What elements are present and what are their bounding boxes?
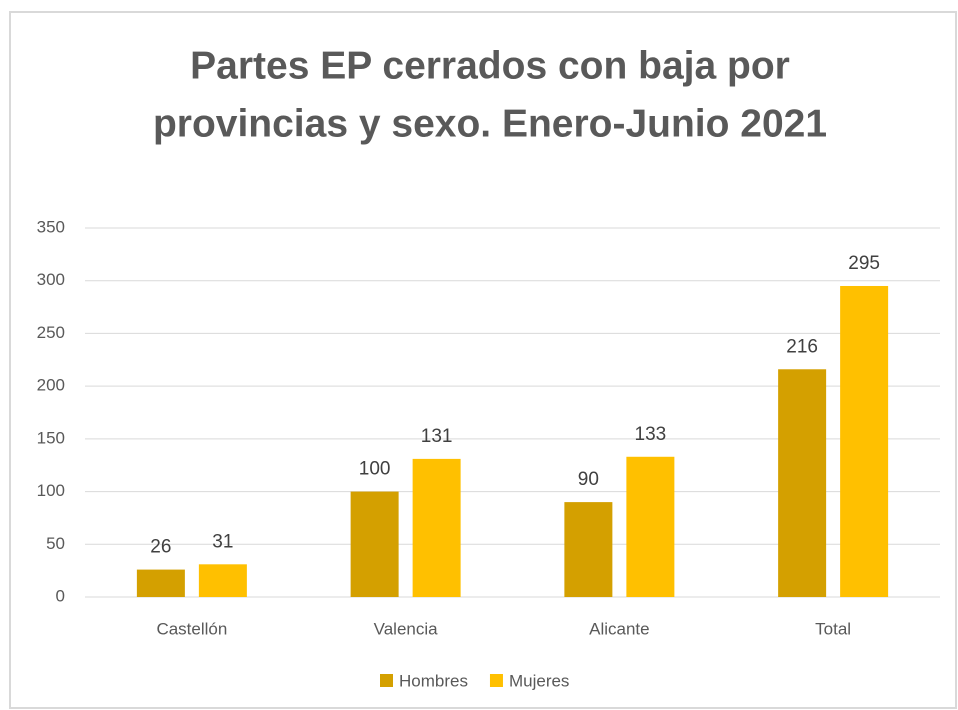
y-tick-label: 250 [37, 323, 65, 342]
y-tick-label: 150 [37, 428, 65, 447]
chart-title: provincias y sexo. Enero-Junio 2021 [153, 102, 827, 145]
y-tick-label: 200 [37, 376, 65, 395]
chart-title: Partes EP cerrados con baja por [190, 44, 790, 87]
bar [626, 456, 675, 597]
y-tick-label: 50 [46, 534, 65, 553]
y-tick-label: 350 [37, 217, 65, 236]
legend-label: Mujeres [509, 671, 569, 690]
legend-swatch [489, 674, 503, 687]
value-label: 100 [359, 459, 391, 480]
legend-swatch [380, 674, 393, 687]
y-tick-label: 300 [37, 270, 65, 289]
value-label: 131 [421, 426, 453, 447]
value-label: 295 [848, 253, 880, 274]
value-label: 26 [150, 537, 171, 558]
bar [412, 458, 461, 597]
bar [136, 569, 185, 597]
x-tick-label: Alicante [589, 619, 649, 638]
bar [778, 369, 827, 597]
y-tick-label: 100 [37, 481, 65, 500]
x-tick-label: Valencia [374, 619, 438, 638]
bar [198, 564, 247, 597]
bar [350, 491, 399, 597]
bar [840, 285, 889, 597]
value-label: 90 [578, 469, 599, 490]
y-tick-label: 0 [56, 586, 65, 605]
bar [564, 502, 613, 597]
value-label: 31 [212, 531, 233, 552]
legend-label: Hombres [399, 671, 468, 690]
x-tick-label: Castellón [156, 619, 227, 638]
x-tick-label: Total [815, 619, 851, 638]
value-label: 216 [786, 336, 818, 357]
value-label: 133 [635, 424, 667, 445]
